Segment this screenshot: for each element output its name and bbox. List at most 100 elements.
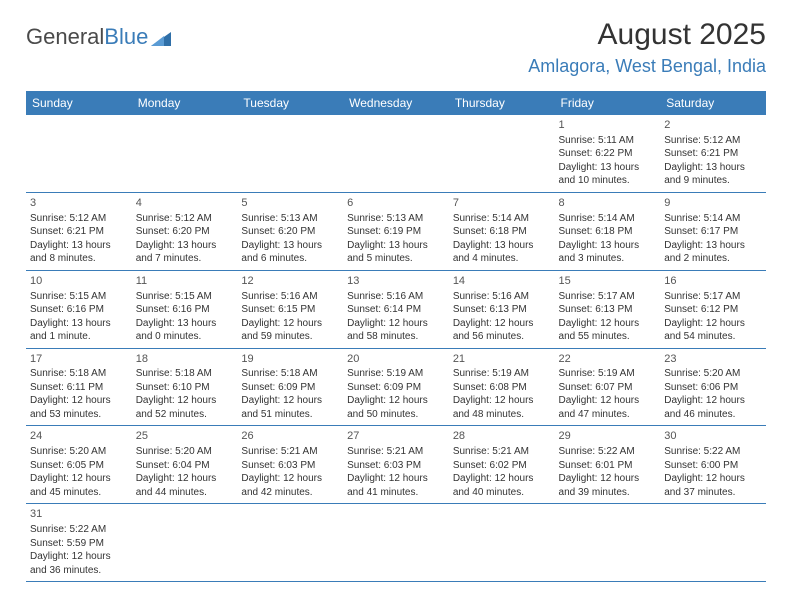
sunset-text: Sunset: 6:19 PM [347,225,445,239]
brand-part2: Blue [104,24,148,50]
day-number: 29 [559,429,657,444]
sunrise-text: Sunrise: 5:15 AM [30,290,128,304]
sunrise-text: Sunrise: 5:13 AM [241,212,339,226]
calendar-day: 13Sunrise: 5:16 AMSunset: 6:14 PMDayligh… [343,270,449,348]
daylight-text: Daylight: 12 hours and 58 minutes. [347,317,445,344]
daylight-text: Daylight: 12 hours and 46 minutes. [664,394,762,421]
calendar-table: SundayMondayTuesdayWednesdayThursdayFrid… [26,91,766,582]
daylight-text: Daylight: 12 hours and 56 minutes. [453,317,551,344]
calendar-day: 8Sunrise: 5:14 AMSunset: 6:18 PMDaylight… [555,192,661,270]
sunset-text: Sunset: 6:01 PM [559,459,657,473]
sunrise-text: Sunrise: 5:18 AM [30,367,128,381]
sunset-text: Sunset: 6:14 PM [347,303,445,317]
daylight-text: Daylight: 12 hours and 51 minutes. [241,394,339,421]
sunset-text: Sunset: 6:09 PM [347,381,445,395]
daylight-text: Daylight: 13 hours and 2 minutes. [664,239,762,266]
day-number: 26 [241,429,339,444]
calendar-day: 2Sunrise: 5:12 AMSunset: 6:21 PMDaylight… [660,115,766,192]
calendar-day: 26Sunrise: 5:21 AMSunset: 6:03 PMDayligh… [237,426,343,504]
daylight-text: Daylight: 13 hours and 5 minutes. [347,239,445,266]
day-number: 21 [453,352,551,367]
sunrise-text: Sunrise: 5:22 AM [30,523,128,537]
sunset-text: Sunset: 6:20 PM [241,225,339,239]
calendar-day: 14Sunrise: 5:16 AMSunset: 6:13 PMDayligh… [449,270,555,348]
calendar-day: 9Sunrise: 5:14 AMSunset: 6:17 PMDaylight… [660,192,766,270]
sunset-text: Sunset: 6:04 PM [136,459,234,473]
calendar-empty [237,504,343,582]
sunrise-text: Sunrise: 5:14 AM [664,212,762,226]
day-header: Wednesday [343,91,449,115]
daylight-text: Daylight: 12 hours and 42 minutes. [241,472,339,499]
day-number: 6 [347,196,445,211]
day-number: 31 [30,507,128,522]
sunrise-text: Sunrise: 5:12 AM [664,134,762,148]
day-number: 14 [453,274,551,289]
calendar-day: 10Sunrise: 5:15 AMSunset: 6:16 PMDayligh… [26,270,132,348]
daylight-text: Daylight: 12 hours and 59 minutes. [241,317,339,344]
day-number: 9 [664,196,762,211]
day-number: 25 [136,429,234,444]
day-number: 27 [347,429,445,444]
daylight-text: Daylight: 12 hours and 52 minutes. [136,394,234,421]
daylight-text: Daylight: 12 hours and 37 minutes. [664,472,762,499]
calendar-day: 21Sunrise: 5:19 AMSunset: 6:08 PMDayligh… [449,348,555,426]
day-number: 30 [664,429,762,444]
sunrise-text: Sunrise: 5:17 AM [559,290,657,304]
sunrise-text: Sunrise: 5:22 AM [559,445,657,459]
calendar-body: 1Sunrise: 5:11 AMSunset: 6:22 PMDaylight… [26,115,766,582]
day-number: 4 [136,196,234,211]
sunrise-text: Sunrise: 5:11 AM [559,134,657,148]
sunset-text: Sunset: 6:20 PM [136,225,234,239]
calendar-week: 24Sunrise: 5:20 AMSunset: 6:05 PMDayligh… [26,426,766,504]
sunrise-text: Sunrise: 5:21 AM [241,445,339,459]
daylight-text: Daylight: 12 hours and 47 minutes. [559,394,657,421]
daylight-text: Daylight: 12 hours and 45 minutes. [30,472,128,499]
day-header: Tuesday [237,91,343,115]
day-number: 17 [30,352,128,367]
sunset-text: Sunset: 6:12 PM [664,303,762,317]
sunset-text: Sunset: 6:21 PM [664,147,762,161]
calendar-day: 12Sunrise: 5:16 AMSunset: 6:15 PMDayligh… [237,270,343,348]
sunset-text: Sunset: 6:18 PM [453,225,551,239]
daylight-text: Daylight: 12 hours and 48 minutes. [453,394,551,421]
sunrise-text: Sunrise: 5:19 AM [347,367,445,381]
calendar-week: 31Sunrise: 5:22 AMSunset: 5:59 PMDayligh… [26,504,766,582]
day-number: 23 [664,352,762,367]
calendar-day: 24Sunrise: 5:20 AMSunset: 6:05 PMDayligh… [26,426,132,504]
calendar-day: 5Sunrise: 5:13 AMSunset: 6:20 PMDaylight… [237,192,343,270]
day-header: Thursday [449,91,555,115]
sunset-text: Sunset: 6:08 PM [453,381,551,395]
brand-part1: General [26,24,104,50]
sunrise-text: Sunrise: 5:21 AM [453,445,551,459]
calendar-day: 23Sunrise: 5:20 AMSunset: 6:06 PMDayligh… [660,348,766,426]
calendar-day: 11Sunrise: 5:15 AMSunset: 6:16 PMDayligh… [132,270,238,348]
sunrise-text: Sunrise: 5:16 AM [347,290,445,304]
sunset-text: Sunset: 6:13 PM [559,303,657,317]
calendar-day: 30Sunrise: 5:22 AMSunset: 6:00 PMDayligh… [660,426,766,504]
daylight-text: Daylight: 13 hours and 7 minutes. [136,239,234,266]
sunset-text: Sunset: 6:05 PM [30,459,128,473]
calendar-head: SundayMondayTuesdayWednesdayThursdayFrid… [26,91,766,115]
calendar-week: 1Sunrise: 5:11 AMSunset: 6:22 PMDaylight… [26,115,766,192]
sunrise-text: Sunrise: 5:16 AM [453,290,551,304]
daylight-text: Daylight: 12 hours and 41 minutes. [347,472,445,499]
sunrise-text: Sunrise: 5:14 AM [559,212,657,226]
daylight-text: Daylight: 13 hours and 9 minutes. [664,161,762,188]
calendar-day: 7Sunrise: 5:14 AMSunset: 6:18 PMDaylight… [449,192,555,270]
day-number: 16 [664,274,762,289]
calendar-week: 17Sunrise: 5:18 AMSunset: 6:11 PMDayligh… [26,348,766,426]
day-number: 11 [136,274,234,289]
calendar-day: 18Sunrise: 5:18 AMSunset: 6:10 PMDayligh… [132,348,238,426]
sunrise-text: Sunrise: 5:19 AM [559,367,657,381]
sunrise-text: Sunrise: 5:18 AM [241,367,339,381]
daylight-text: Daylight: 12 hours and 39 minutes. [559,472,657,499]
calendar-day: 28Sunrise: 5:21 AMSunset: 6:02 PMDayligh… [449,426,555,504]
day-number: 5 [241,196,339,211]
calendar-day: 6Sunrise: 5:13 AMSunset: 6:19 PMDaylight… [343,192,449,270]
sunset-text: Sunset: 6:17 PM [664,225,762,239]
calendar-empty [449,504,555,582]
calendar-day: 17Sunrise: 5:18 AMSunset: 6:11 PMDayligh… [26,348,132,426]
sunset-text: Sunset: 6:02 PM [453,459,551,473]
calendar-day: 4Sunrise: 5:12 AMSunset: 6:20 PMDaylight… [132,192,238,270]
day-number: 2 [664,118,762,133]
